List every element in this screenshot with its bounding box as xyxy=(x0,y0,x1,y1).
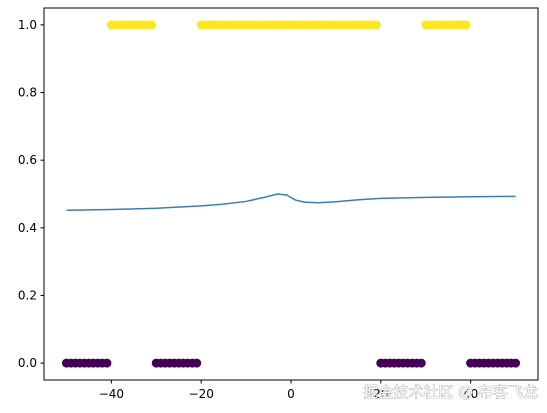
y-tick-label: 0.8 xyxy=(18,86,37,100)
y-tick-label: 0.6 xyxy=(18,153,37,167)
x-tick-label: 40 xyxy=(463,387,478,401)
scatter-point xyxy=(416,358,426,368)
scatter-point xyxy=(147,20,157,30)
y-tick-label: 1.0 xyxy=(18,18,37,32)
scatter-point xyxy=(511,358,521,368)
x-tick-label: 20 xyxy=(373,387,388,401)
scatter-point xyxy=(371,20,381,30)
x-tick-label: −40 xyxy=(99,387,124,401)
watermark: 掘金技术社区 @ 布客飞龙 xyxy=(363,383,538,401)
line xyxy=(66,193,516,211)
x-tick-label: −20 xyxy=(189,387,214,401)
scatter-point xyxy=(461,20,471,30)
y-tick-label: 0.0 xyxy=(18,356,37,370)
scatter-point xyxy=(192,358,202,368)
axes-frame xyxy=(43,7,539,381)
scatter-point xyxy=(102,358,112,368)
y-tick-label: 0.2 xyxy=(18,288,37,302)
y-tick-label: 0.4 xyxy=(18,221,37,235)
x-tick-label: 0 xyxy=(287,387,295,401)
